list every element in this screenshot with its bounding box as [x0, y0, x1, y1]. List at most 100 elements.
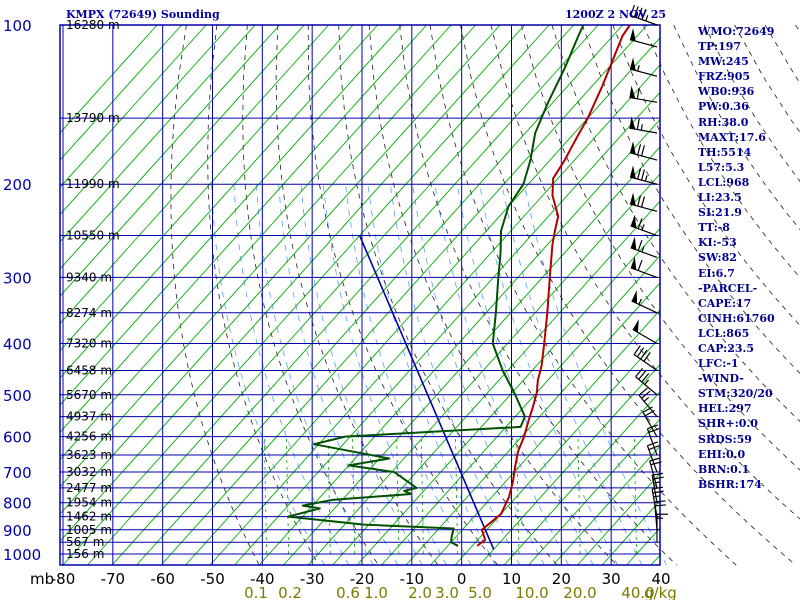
mixing-ratio-line [327, 436, 331, 555]
wind-barb-feather [637, 240, 643, 251]
wind-barb-pennant [629, 28, 636, 42]
wind-barb [630, 236, 658, 258]
isotherm-line [59, 24, 452, 460]
wind-barb [631, 290, 658, 314]
mixing-ratio-line [286, 436, 289, 555]
wind-barb-pennant [629, 165, 636, 179]
wind-barb-feather [643, 352, 651, 362]
wind-barb-feather [633, 345, 641, 355]
isotherm-line [111, 24, 599, 566]
mixing-ratio-line [420, 436, 424, 555]
wind-barb-feather [654, 504, 666, 507]
wind-barb-feather [652, 486, 664, 490]
index-item: -WIND- [698, 372, 744, 386]
height-label: 16280 m [66, 18, 120, 32]
isotherm-line [59, 24, 280, 270]
wind-barb-half-feather [638, 298, 642, 305]
mixing-ratio-line [455, 436, 459, 555]
isotherm-line [552, 445, 661, 566]
moist-adiabat-line [211, 184, 325, 566]
isotherm-line [59, 24, 329, 324]
pressure-axis: 100 200 300 400 500 600 700 800 900 1000 mb [3, 17, 54, 588]
dewpoint-line [286, 24, 585, 547]
wind-barb [656, 513, 668, 543]
wind-barb-half-feather [641, 246, 645, 253]
sounding-time: 1200Z 2 NOV 25 [565, 8, 667, 21]
stability-indices: WMO:72649 TP:197 MW:245 FRZ:905 WB0:936 PW:0.… [698, 24, 775, 492]
wind-barb-feather [638, 370, 647, 380]
isotherm-line [209, 64, 661, 566]
height-label: 5670 m [66, 388, 112, 402]
index-item: TT:-8 [698, 221, 730, 235]
dry-adiabat-line [521, 24, 800, 471]
wind-barb-feather [644, 409, 655, 417]
dry-adiabat-line [642, 24, 800, 279]
index-item: CAP:23.5 [698, 341, 755, 355]
wind-barb-feather [641, 373, 650, 383]
wind-barb-feather [637, 195, 642, 207]
wind-barb-shaft [638, 394, 658, 418]
index-item: LCL:968 [698, 175, 750, 189]
wind-barb-shaft [635, 376, 658, 396]
moist-adiabat-line [523, 184, 667, 566]
index-item: SW:82 [698, 251, 737, 265]
wind-barb [651, 486, 664, 517]
mixing-ratio-lines [263, 436, 637, 555]
height-label: 3623 m [66, 448, 112, 462]
wind-barb [629, 85, 658, 103]
mixing-ratio-line [263, 436, 267, 555]
wind-barb-feather [636, 87, 640, 99]
wind-barb-shaft [629, 176, 658, 185]
index-item: STM:320/20 [698, 387, 773, 401]
wind-barb [633, 345, 658, 372]
isotherm-line [577, 473, 661, 566]
wind-barb-shaft [629, 127, 658, 134]
wind-barb-feather [637, 218, 643, 229]
height-label: 10550 m [66, 229, 120, 243]
isotherm-line [185, 37, 661, 566]
moist-adiabat-line [412, 184, 545, 566]
wind-barb [642, 406, 658, 437]
mixing-ratio-unit-label: g/kg [644, 584, 677, 600]
isotherm-line [136, 24, 623, 566]
mixing-ratio-label: 3.0 [435, 584, 459, 600]
temperature-tick-label: -40 [250, 570, 275, 588]
wind-barb-half-feather [645, 15, 649, 22]
wind-barb-half-feather [644, 379, 650, 385]
height-label: 1954 m [66, 496, 112, 510]
wind-barb-half-feather [653, 481, 660, 484]
isotherm-line [59, 24, 378, 379]
mixing-ratio-line [577, 436, 581, 555]
wind-barb-half-feather [643, 397, 650, 402]
wind-barb-feather [637, 168, 642, 180]
index-item: LFC:-1 [698, 357, 739, 371]
wind-barb-feather [640, 349, 648, 360]
wind-barb-shaft [629, 96, 658, 103]
isotherm-line [59, 24, 501, 515]
mixing-ratio-label: 1.0 [364, 584, 388, 600]
wind-barb [646, 441, 660, 473]
moist-adiabat-line [456, 184, 594, 566]
wind-barb-feather [640, 196, 645, 208]
wind-barb-feather [648, 445, 660, 451]
wind-barb-pennant [629, 57, 636, 71]
wind-barb-pennant [631, 290, 638, 304]
isotherm-line [307, 173, 661, 566]
dry-adiabat-line [460, 24, 797, 566]
pressure-tick-label: 100 [3, 17, 32, 35]
temperature-tick-label: 30 [602, 570, 621, 588]
temperature-axis: -80 -70 -60 -50 -40 -30 -20 -10 0 10 20 30 40 [51, 570, 671, 588]
wind-barb-shaft [633, 353, 658, 372]
wind-barb-feather [650, 461, 662, 466]
dry-adiabat-line [795, 24, 800, 33]
height-label: 6458 m [66, 364, 112, 378]
temperature-tick-label: 40 [651, 570, 670, 588]
wind-barb-pennant [632, 319, 639, 333]
wind-barbs [629, 4, 668, 543]
wind-barb-feather [637, 144, 642, 156]
moist-adiabat-line [479, 184, 618, 566]
wind-barb-feather [630, 4, 636, 16]
pressure-tick-label: 800 [3, 495, 32, 513]
index-item: BRN:0.1 [698, 462, 750, 476]
mixing-ratio-label: 40.0 [621, 584, 654, 600]
